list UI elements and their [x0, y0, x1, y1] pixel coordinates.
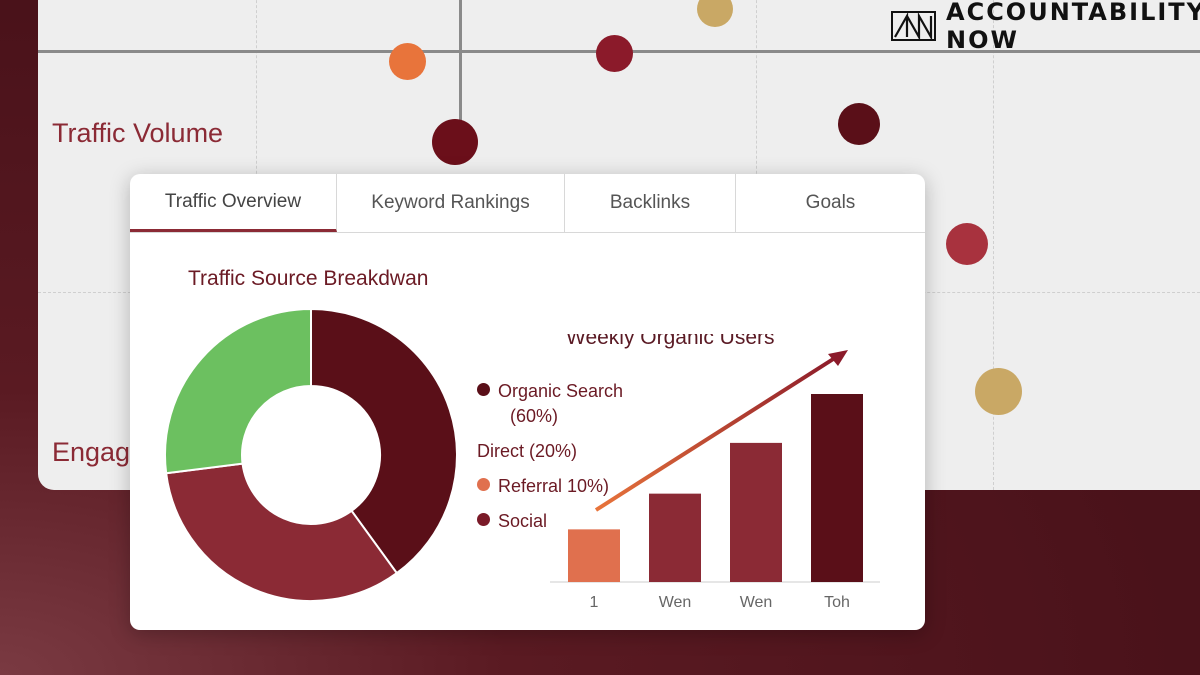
bar-0	[568, 529, 620, 582]
legend-dot	[477, 478, 490, 491]
donut-slice-organic-search	[310, 309, 457, 575]
tab-traffic-overview[interactable]: Traffic Overview	[130, 174, 337, 232]
legend-dot	[477, 383, 490, 396]
scatter-dot	[697, 0, 733, 27]
donut-slice-direct	[165, 462, 399, 601]
axis-line-vertical	[459, 0, 462, 125]
tab-keyword-rankings[interactable]: Keyword Rankings	[337, 174, 565, 232]
bar-tick-label: Wen	[659, 594, 692, 611]
bar-chart-title: Weekly Organic Users	[566, 334, 775, 349]
scatter-dot	[946, 223, 988, 265]
donut-legend: Organic Search (60%) Direct (20%) Referr…	[477, 379, 623, 544]
legend-item-referral: Referral 10%)	[477, 474, 623, 499]
legend-label: Organic Search	[498, 381, 624, 401]
background-label-engagement: Engag	[52, 437, 131, 467]
legend-percent: (60%)	[510, 406, 559, 426]
traffic-source-donut	[165, 309, 457, 601]
scatter-dot	[432, 119, 478, 165]
weekly-users-bar-chart: Weekly Organic Users 1 Wen Wen Toh	[550, 334, 880, 611]
bar-1	[649, 493, 701, 582]
brand-header: ACCOUNTABILITY NOW	[891, 0, 1200, 54]
scatter-dot	[975, 368, 1022, 415]
trend-arrow-head-icon	[828, 350, 848, 366]
tab-goals[interactable]: Goals	[805, 192, 856, 213]
background-label-traffic-volume: Traffic Volume	[52, 118, 224, 148]
trend-arrow-line	[594, 354, 840, 512]
legend-dot	[477, 513, 490, 526]
donut-slice-social	[165, 309, 312, 475]
tab-backlinks[interactable]: Backlinks	[565, 174, 736, 232]
scatter-dot	[838, 103, 880, 145]
an-monogram-icon	[891, 11, 936, 42]
scatter-dot	[389, 43, 426, 80]
brand-name: ACCOUNTABILITY NOW	[946, 0, 1200, 54]
dashboard-card: Traffic Overview Keyword Rankings Backli…	[130, 174, 925, 630]
bar-2	[730, 442, 782, 582]
legend-item-direct: Direct (20%)	[477, 439, 623, 464]
legend-item-social: Social	[477, 509, 623, 534]
bar-tick-label: 1	[590, 594, 599, 611]
bar-3	[811, 394, 863, 582]
legend-label: Social	[498, 511, 548, 531]
legend-label: Referral 10%)	[498, 476, 610, 496]
grid-line	[993, 0, 994, 490]
legend-item-organic: Organic Search (60%)	[477, 379, 623, 429]
donut-chart-title: Traffic Source Breakdwan	[188, 267, 429, 290]
bar-tick-label: Toh	[824, 594, 850, 611]
scatter-dot	[596, 35, 633, 72]
tab-bar: Traffic Overview Keyword Rankings Backli…	[130, 174, 925, 233]
bar-tick-label: Wen	[740, 594, 773, 611]
legend-label: Direct (20%)	[477, 441, 578, 461]
